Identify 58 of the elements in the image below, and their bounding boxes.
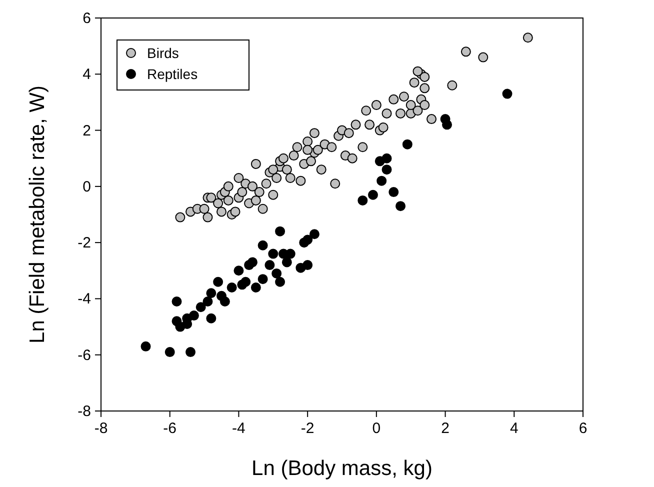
point — [285, 248, 296, 259]
point — [268, 248, 278, 259]
point — [275, 276, 286, 287]
point — [186, 347, 196, 358]
point — [240, 276, 251, 287]
y-tick-label: 6 — [82, 10, 91, 27]
point — [358, 195, 368, 206]
point — [396, 201, 406, 212]
x-tick-label: -8 — [94, 420, 108, 437]
point — [213, 276, 224, 287]
point — [309, 229, 320, 240]
point — [250, 282, 261, 292]
point — [234, 266, 244, 276]
point — [382, 164, 392, 175]
point — [275, 226, 286, 236]
y-tick-label: 4 — [82, 66, 91, 84]
y-axis-title: Ln (Field metabolic rate, W) — [26, 86, 49, 344]
point — [140, 341, 151, 352]
point — [442, 120, 452, 130]
point — [196, 302, 206, 312]
point — [258, 240, 268, 250]
point — [382, 153, 392, 164]
point — [264, 260, 275, 270]
point — [282, 257, 292, 268]
point — [258, 274, 268, 284]
point — [302, 260, 313, 270]
x-tick-label: -6 — [163, 420, 177, 437]
y-tick-label: 0 — [82, 178, 91, 196]
point — [247, 257, 258, 268]
point — [202, 296, 213, 307]
point — [188, 310, 199, 321]
point — [402, 139, 412, 150]
x-tick-label: 2 — [441, 420, 450, 437]
y-tick-label: -6 — [78, 346, 91, 364]
x-tick-label: 6 — [578, 420, 588, 437]
point — [172, 296, 182, 307]
legend-label: Birds — [147, 45, 179, 61]
point — [502, 88, 512, 99]
point — [206, 288, 216, 298]
x-tick-label: 0 — [372, 420, 381, 437]
point — [226, 282, 237, 292]
point — [368, 190, 378, 200]
y-tick-label: -8 — [78, 403, 91, 420]
point — [220, 296, 230, 307]
legend-label: Reptiles — [147, 66, 198, 82]
y-tick-label: -4 — [78, 290, 91, 308]
y-tick-label: 2 — [82, 122, 91, 140]
x-axis-title: Ln (Body mass, kg) — [252, 457, 432, 480]
y-tick-label: -2 — [78, 234, 91, 252]
point — [164, 347, 175, 358]
point — [388, 187, 399, 198]
point — [302, 234, 313, 245]
x-tick-label: -4 — [232, 420, 246, 437]
x-tick-label: 4 — [510, 420, 518, 437]
point — [376, 176, 387, 186]
point — [272, 268, 282, 278]
point — [206, 313, 216, 324]
x-tick-label: -2 — [300, 420, 314, 437]
